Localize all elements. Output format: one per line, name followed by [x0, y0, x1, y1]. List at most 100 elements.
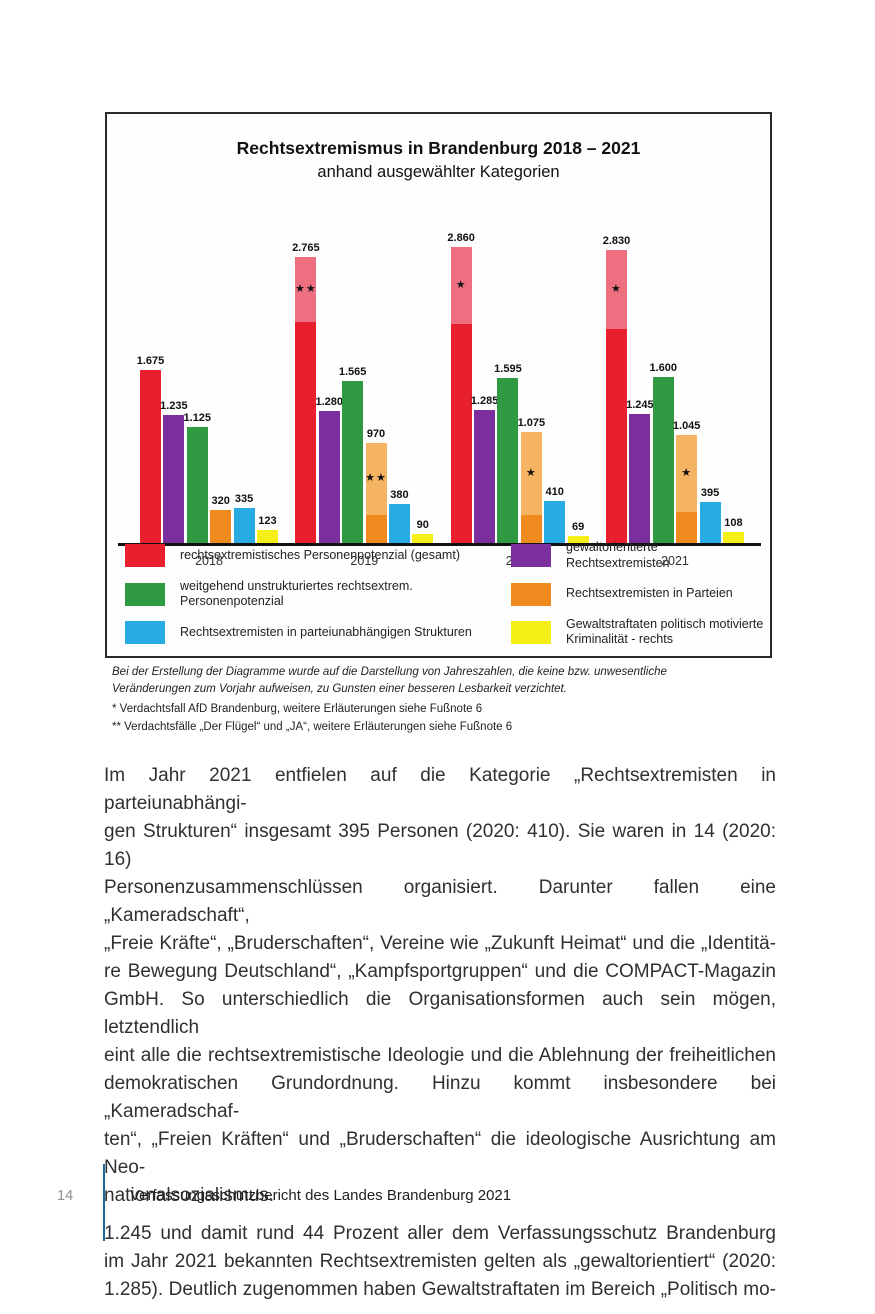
- footnote-single-star: * Verdachtsfall AfD Brandenburg, weitere…: [112, 702, 483, 715]
- bar-value-label: 1.045: [672, 419, 701, 432]
- star-marker-icon: ★: [611, 283, 622, 296]
- plot-area: 1.675 1.235 1.125 320 335 123 2.765 ★★ 1.280 1.56…: [137, 232, 744, 543]
- legend-item-3: Rechtsextremisten in Parteien: [511, 582, 764, 606]
- star-marker-icon: ★: [455, 278, 467, 291]
- bar-value-label: 2.765: [292, 241, 320, 254]
- legend-swatch-icon: [511, 582, 551, 606]
- legend-label: weitgehend unstrukturiertes rechtsextrem…: [180, 578, 413, 609]
- footnote-double-star: ** Verdachtsfälle „Der Flügel“ und „JA“,…: [112, 721, 513, 734]
- legend-label: Rechtsextremisten in parteiunabhängigen …: [180, 624, 472, 639]
- bar-2019-series-0: 2.765 ★★: [292, 242, 320, 543]
- bar-group-2019: 2.765 ★★ 1.280 1.565 970 ★★ 380 90: [292, 242, 434, 543]
- bar-suspected-segment: ★★: [365, 442, 387, 516]
- footer-report-title: Verfassungsschutzbericht des Landes Bran…: [130, 1187, 512, 1204]
- bar-value-label: 410: [545, 485, 564, 498]
- bar-2020-series-3: 1.075 ★: [518, 417, 545, 543]
- bar-value-label: 335: [234, 493, 254, 506]
- text-line: „Freie Kräfte“, „Bruderschaften“, Verein…: [104, 933, 776, 954]
- bar-2018-series-0: 1.675: [137, 355, 164, 543]
- legend-item-4: Rechtsextremisten in parteiunabhängigen …: [125, 620, 505, 644]
- text-line: eint alle die rechtsextremistische Ideol…: [104, 1045, 776, 1066]
- bar-value-label: 1.595: [494, 363, 522, 375]
- bar-2020-series-1: 1.285: [471, 395, 498, 543]
- text-line: gen Strukturen“ insgesamt 395 Personen (…: [104, 821, 776, 870]
- bar-group-2021: 2.830 ★ 1.245 1.600 1.045 ★ 395 108: [603, 235, 744, 543]
- body-paragraph-1: Im Jahr 2021 entfielen auf die Kategorie…: [104, 762, 776, 1210]
- bar-suspected-segment: ★: [450, 247, 472, 324]
- text-line: 1.245 und damit rund 44 Prozent aller de…: [104, 1223, 776, 1244]
- bar-2018-series-2: 1.125: [184, 412, 211, 543]
- bar-group-2018: 1.675 1.235 1.125 320 335 123: [137, 243, 278, 543]
- chart-legend: rechtsextremistisches Personenpotenzial …: [125, 540, 764, 648]
- legend-swatch-icon: [125, 582, 165, 606]
- legend-item-5: Gewaltstraftaten politisch motivierte Kr…: [511, 617, 764, 648]
- bar-2021-series-4: 395: [699, 487, 721, 543]
- bar-2020-series-2: 1.595: [494, 363, 522, 543]
- page-number: 14: [57, 1188, 74, 1204]
- x-axis-line: [118, 543, 761, 546]
- text-line: Personenzusammenschlüssen organisiert. D…: [104, 877, 776, 926]
- text-line: nationalsozialismus.: [104, 1185, 275, 1206]
- star-marker-icon: ★: [525, 466, 537, 479]
- text-line: Im Jahr 2021 entfielen auf die Kategorie…: [104, 765, 776, 814]
- bar-2021-series-0: 2.830 ★: [603, 235, 630, 543]
- bar-value-label: 1.600: [649, 362, 678, 375]
- bar-suspected-segment: ★: [520, 431, 542, 516]
- bar-value-label: 2.830: [602, 235, 631, 248]
- bar-value-label: 380: [390, 488, 409, 501]
- bar-2019-series-1: 1.280: [315, 396, 343, 543]
- bar-2018-series-3: 320: [210, 495, 232, 543]
- bar-value-label: 1.565: [338, 366, 367, 379]
- bar-2018-series-5: 123: [256, 515, 278, 543]
- bar-2021-series-3: 1.045 ★: [673, 420, 700, 543]
- bar-value-label: 123: [258, 515, 277, 528]
- bar-value-label: 320: [211, 494, 230, 507]
- chart-disclaimer: Bei der Erstellung der Diagramme wurde a…: [112, 666, 667, 696]
- bar-suspected-segment: ★★: [294, 256, 317, 323]
- bar-value-label: 1.280: [315, 395, 343, 408]
- bar-value-label: 1.285: [470, 395, 499, 408]
- bar-suspected-segment: ★: [676, 434, 698, 512]
- legend-swatch-icon: [511, 544, 551, 568]
- bar-value-label: 90: [416, 518, 429, 531]
- bar-2020-series-5: 69: [567, 521, 589, 543]
- bar-value-label: 970: [366, 427, 386, 440]
- body-text: Im Jahr 2021 entfielen auf die Kategorie…: [104, 762, 776, 1314]
- x-axis-tick-2018: 2018: [195, 554, 223, 568]
- bar-2020-series-0: 2.860 ★: [447, 232, 475, 543]
- chart-box: Rechtsextremismus in Brandenburg 2018 – …: [105, 112, 772, 658]
- bar-2019-series-5: 90: [412, 519, 434, 543]
- bar-2021-series-2: 1.600: [650, 362, 677, 543]
- legend-item-1: gewaltorientierte Rechtsextremisten: [511, 540, 764, 571]
- text-line: im Jahr 2021 bekannten Rechtsextremisten…: [104, 1251, 776, 1272]
- text-line: demokratischen Grundordnung. Hinzu kommt…: [104, 1073, 776, 1122]
- legend-label: Rechtsextremisten in Parteien: [566, 586, 733, 601]
- bar-value-label: 1.075: [517, 416, 546, 429]
- bar-group-2020: 2.860 ★ 1.285 1.595 1.075 ★ 410 69: [447, 232, 589, 543]
- legend-label: gewaltorientierte Rechtsextremisten: [566, 540, 670, 570]
- text-line: ten“, „Freien Kräften“ und „Bruderschaft…: [104, 1129, 776, 1178]
- legend-swatch-icon: [125, 544, 165, 568]
- bar-value-label: 2.860: [447, 232, 475, 245]
- star-marker-icon: ★★: [294, 283, 317, 296]
- bar-2020-series-4: 410: [544, 486, 566, 543]
- text-line: re Bewegung Deutschland“, „Kampfsportgru…: [104, 961, 776, 982]
- bar-2019-series-3: 970 ★★: [365, 428, 387, 543]
- text-line: 1.285). Deutlich zugenommen haben Gewalt…: [104, 1279, 776, 1300]
- bar-2018-series-4: 335: [233, 493, 255, 543]
- bar-value-label: 1.125: [183, 411, 212, 424]
- legend-label: rechtsextremistisches Personenpotenzial …: [180, 548, 460, 563]
- bar-value-label: 69: [571, 520, 585, 533]
- body-paragraph-2: 1.245 und damit rund 44 Prozent aller de…: [104, 1220, 776, 1304]
- footer-divider: [103, 1164, 105, 1241]
- chart-title: Rechtsextremismus in Brandenburg 2018 – …: [236, 138, 641, 158]
- x-axis-tick-2021: 2021: [661, 554, 689, 568]
- legend-label: Gewaltstraftaten politisch motivierte Kr…: [566, 616, 764, 647]
- bar-2021-series-1: 1.245: [626, 399, 654, 543]
- bar-2019-series-4: 380: [388, 489, 410, 543]
- bar-value-label: 395: [700, 487, 720, 500]
- star-marker-icon: ★★: [365, 472, 387, 485]
- x-axis-tick-2019: 2019: [350, 554, 379, 568]
- bar-2021-series-5: 108: [722, 517, 744, 543]
- legend-swatch-icon: [125, 620, 165, 644]
